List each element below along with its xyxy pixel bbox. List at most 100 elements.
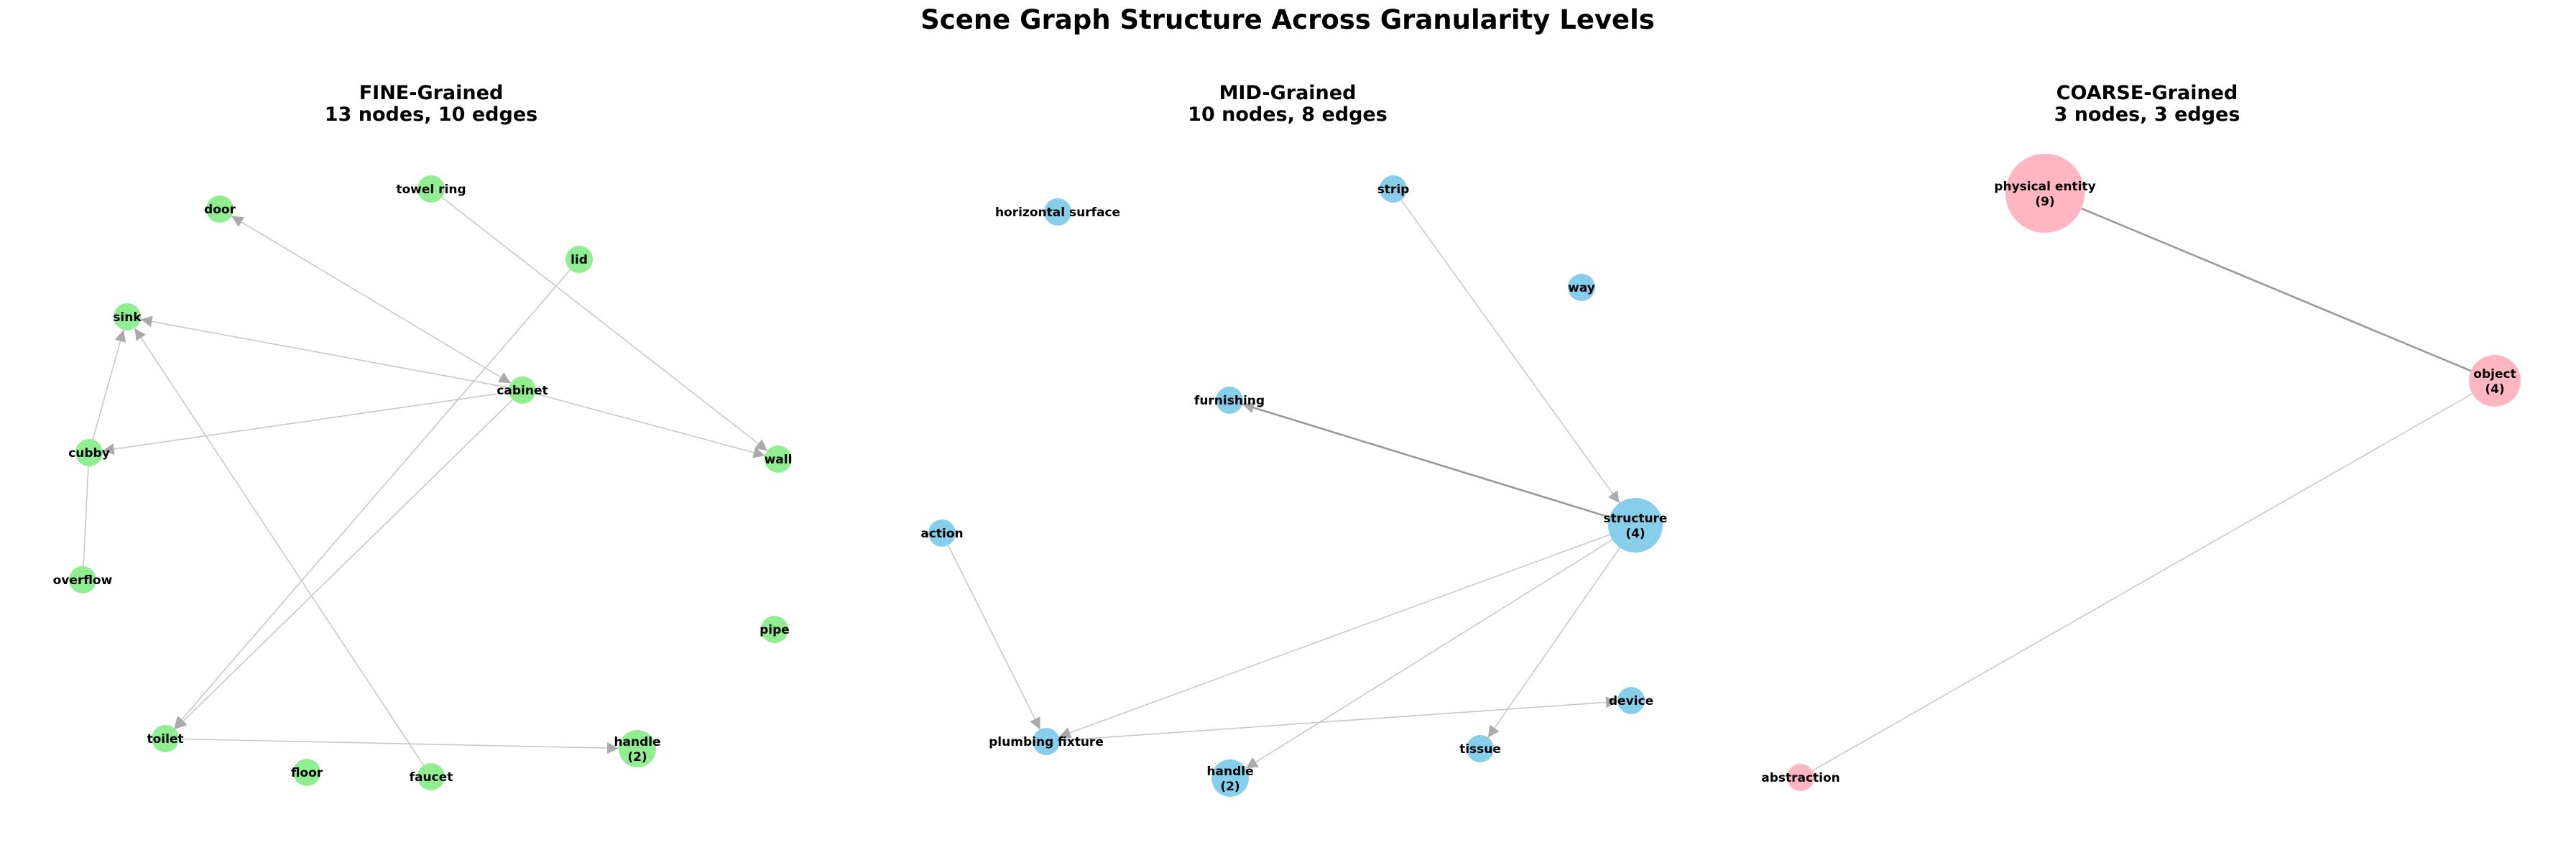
node-object-count: (4) [2485, 382, 2504, 397]
node-strip: strip [1377, 175, 1410, 203]
node-horizontal-surface-label: horizontal surface [995, 205, 1120, 220]
node-structure-count: (4) [1625, 527, 1645, 541]
node-strip-label: strip [1377, 183, 1410, 197]
node-toilet-label: toilet [147, 732, 183, 747]
node-horizontal-surface: horizontal surface [995, 198, 1120, 226]
panel-mid-edges [947, 199, 1620, 769]
node-handle: handle(2) [1206, 759, 1254, 797]
node-pipe-circle [761, 616, 788, 643]
node-tissue: tissue [1459, 735, 1501, 762]
node-wall-label: wall [765, 453, 793, 467]
node-handle-circle [1211, 759, 1249, 797]
node-action-label: action [920, 527, 963, 541]
node-plumbing-fixture-label: plumbing fixture [989, 735, 1104, 749]
panel-coarse: COARSE-Grained 3 nodes, 3 edges physical… [1761, 82, 2521, 791]
node-overflow-circle [69, 566, 96, 593]
panel-coarse-nodes: physical entity(9) object(4) abstraction [1761, 154, 2521, 791]
node-cabinet-circle [509, 377, 536, 404]
node-abstraction-circle [1787, 764, 1814, 791]
edge-strip-to-structure [1400, 199, 1620, 504]
node-handle-circle [619, 730, 656, 767]
node-door: door [204, 195, 236, 223]
node-cubby-label: cubby [68, 446, 110, 461]
node-cabinet: cabinet [497, 377, 548, 404]
panel-coarse-subtitle: 3 nodes, 3 edges [2054, 103, 2240, 126]
node-faucet-label: faucet [410, 770, 453, 785]
node-faucet: faucet [410, 763, 453, 790]
edge-cubby-to-sink [92, 330, 126, 440]
node-abstraction: abstraction [1761, 764, 1840, 791]
node-pipe: pipe [760, 616, 790, 643]
panel-fine-title: FINE-Grained [359, 82, 504, 104]
node-overflow: overflow [53, 566, 113, 593]
node-action-circle [928, 519, 956, 547]
node-floor-label: floor [291, 766, 323, 780]
node-lid-circle [565, 246, 593, 273]
node-way-label: way [1568, 281, 1595, 295]
panel-fine: FINE-Grained 13 nodes, 10 edges door towe… [53, 82, 793, 790]
node-handle-count: (2) [1220, 780, 1239, 794]
node-device-label: device [1609, 694, 1653, 708]
edge-towel-ring-to-wall [441, 197, 768, 451]
node-toilet: toilet [147, 725, 184, 752]
node-pipe-label: pipe [760, 623, 790, 637]
node-physical-entity-circle [2005, 154, 2085, 233]
edge-toilet-to-handle [178, 738, 619, 754]
node-action: action [920, 519, 964, 547]
node-structure: structure(4) [1604, 498, 1668, 553]
node-sink-label: sink [113, 310, 142, 325]
node-towel-ring: towel ring [396, 175, 466, 203]
edge-plumbing-fixture-to-device [1059, 696, 1618, 742]
panel-mid-title: MID-Grained [1219, 82, 1357, 104]
node-handle-label: handle [1206, 764, 1253, 779]
node-device-circle [1617, 687, 1645, 714]
node-towel-ring-circle [417, 175, 445, 203]
edge-structure-to-handle [1245, 539, 1613, 769]
node-physical-entity: physical entity(9) [1994, 154, 2096, 233]
edge-physical-entity-to-object [2081, 207, 2472, 372]
panel-fine-edges [83, 197, 768, 766]
panel-mid: MID-Grained 10 nodes, 8 edges horizontal… [920, 82, 1667, 797]
edge-cabinet-to-toilet [175, 399, 513, 730]
node-way-circle [1568, 274, 1595, 301]
node-wall: wall [765, 445, 793, 473]
node-physical-entity-label: physical entity [1994, 180, 2095, 194]
node-device: device [1609, 687, 1653, 714]
node-object: object(4) [2469, 355, 2521, 407]
node-object-circle [2469, 355, 2521, 407]
node-strip-circle [1380, 175, 1407, 203]
node-floor-circle [293, 759, 320, 786]
node-handle-label: handle [614, 735, 660, 749]
edge-cabinet-to-wall [535, 393, 765, 458]
node-lid-label: lid [571, 253, 588, 267]
node-tissue-circle [1467, 735, 1494, 762]
node-plumbing-fixture-circle [1033, 728, 1060, 755]
node-wall-circle [765, 445, 792, 473]
panel-mid-nodes: horizontal surface strip way furnishing acti… [920, 175, 1667, 797]
edge-structure-to-tissue [1487, 547, 1620, 738]
node-handle: handle(2) [614, 730, 661, 767]
edge-faucet-to-sink [134, 328, 425, 766]
edge-overflow-to-cubby [83, 466, 89, 567]
edge-structure-to-plumbing-fixture [1058, 534, 1610, 739]
node-tissue-label: tissue [1459, 742, 1501, 757]
node-door-label: door [204, 203, 236, 217]
node-cubby: cubby [68, 439, 110, 466]
node-horizontal-surface-circle [1044, 198, 1071, 226]
node-physical-entity-count: (9) [2035, 195, 2054, 209]
node-furnishing: furnishing [1194, 387, 1265, 414]
node-handle-count: (2) [627, 750, 647, 764]
node-cabinet-label: cabinet [497, 384, 548, 398]
node-object-label: object [2473, 367, 2516, 382]
edge-cabinet-to-cubby [102, 391, 509, 455]
node-sink-circle [114, 303, 141, 331]
node-furnishing-circle [1216, 387, 1243, 414]
panel-coarse-title: COARSE-Grained [2056, 82, 2238, 104]
node-structure-label: structure [1604, 512, 1668, 526]
node-door-circle [206, 195, 234, 223]
node-towel-ring-label: towel ring [396, 183, 466, 197]
node-lid: lid [565, 246, 593, 273]
panel-fine-nodes: door towel ring lid sink cabinet cubby wall ove… [53, 175, 793, 790]
node-abstraction-label: abstraction [1761, 771, 1840, 785]
